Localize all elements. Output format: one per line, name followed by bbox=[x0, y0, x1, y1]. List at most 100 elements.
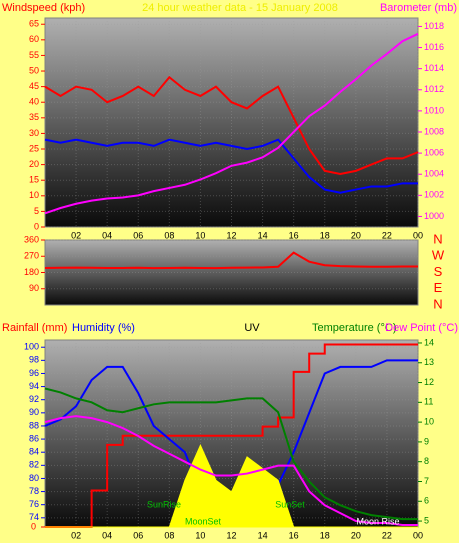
compass-label: E bbox=[434, 280, 443, 295]
x-tick-label: 20 bbox=[351, 530, 361, 540]
y-tick-label: 88 bbox=[29, 420, 39, 430]
y2-tick-label: 1014 bbox=[424, 63, 444, 73]
y2-tick-label: 11 bbox=[424, 397, 433, 407]
y-tick-label: 86 bbox=[29, 433, 39, 443]
y2-tick-label: 1010 bbox=[424, 105, 444, 115]
y-tick-label: 45 bbox=[29, 81, 39, 91]
series-line bbox=[44, 415, 418, 527]
series-line bbox=[44, 75, 419, 175]
y-tick-label: 40 bbox=[29, 97, 39, 107]
y-tick-label: 60 bbox=[29, 34, 39, 44]
y2-tick-label: 1000 bbox=[424, 211, 444, 221]
y-tick-label: 90 bbox=[29, 283, 39, 293]
x-tick-label: 22 bbox=[382, 230, 392, 240]
y2-tick-label: 1008 bbox=[424, 126, 444, 136]
y-tick-label: 35 bbox=[29, 112, 39, 122]
x-tick-label: 12 bbox=[226, 530, 236, 540]
series-line bbox=[44, 251, 418, 270]
x-tick-label: 16 bbox=[289, 530, 299, 540]
compass-label: N bbox=[433, 296, 442, 311]
y-tick-label: 0 bbox=[31, 521, 36, 531]
y-tick-label: 78 bbox=[29, 486, 39, 496]
y2-tick-label: 8 bbox=[424, 456, 429, 466]
x-tick-label: 08 bbox=[164, 530, 174, 540]
series-label: Temperature (°C) bbox=[312, 322, 396, 334]
series-line bbox=[44, 138, 418, 194]
y-tick-label: 15 bbox=[29, 175, 39, 185]
y-tick-label: 84 bbox=[29, 447, 39, 457]
x-tick-label: 04 bbox=[102, 530, 112, 540]
y2-tick-label: 1002 bbox=[424, 190, 444, 200]
y2-tick-label: 1016 bbox=[424, 42, 444, 52]
y-tick-label: 92 bbox=[29, 394, 39, 404]
x-tick-label: 00 bbox=[413, 530, 423, 540]
y-tick-label: 270 bbox=[24, 251, 39, 261]
y-tick-label: 20 bbox=[29, 159, 39, 169]
chart-title: 24 hour weather data - 15 January 2008 bbox=[142, 2, 338, 14]
y-tick-label: 98 bbox=[29, 355, 39, 365]
x-tick-label: 02 bbox=[71, 230, 81, 240]
y-tick-label: 80 bbox=[29, 473, 39, 483]
x-tick-label: 04 bbox=[102, 230, 112, 240]
y-tick-label: 90 bbox=[29, 407, 39, 417]
y2-tick-label: 1018 bbox=[424, 21, 444, 31]
x-tick-label: 06 bbox=[133, 230, 143, 240]
x-tick-label: 10 bbox=[195, 230, 205, 240]
x-tick-label: 14 bbox=[258, 230, 268, 240]
x-tick-label: 00 bbox=[413, 230, 423, 240]
y-tick-label: 76 bbox=[29, 499, 39, 509]
y-tick-label: 94 bbox=[29, 381, 39, 391]
barometer-label: Barometer (mb) bbox=[380, 2, 457, 14]
y-tick-label: 65 bbox=[29, 19, 39, 29]
y-tick-label: 10 bbox=[29, 190, 39, 200]
x-tick-label: 22 bbox=[382, 530, 392, 540]
series-line bbox=[45, 343, 418, 528]
y2-tick-label: 9 bbox=[424, 436, 429, 446]
series-label: Humidity (%) bbox=[72, 322, 135, 334]
x-tick-label: 14 bbox=[258, 530, 268, 540]
y-tick-label: 96 bbox=[29, 368, 39, 378]
y2-tick-label: 5 bbox=[424, 515, 429, 525]
y-tick-label: 100 bbox=[24, 342, 39, 352]
annotation: SunSet bbox=[275, 499, 305, 509]
y2-tick-label: 10 bbox=[424, 416, 434, 426]
x-tick-label: 20 bbox=[351, 230, 361, 240]
series-line bbox=[44, 387, 418, 521]
x-tick-label: 16 bbox=[289, 230, 299, 240]
y-tick-label: 82 bbox=[29, 460, 39, 470]
series-label: Rainfall (mm) bbox=[2, 322, 67, 334]
plot-area bbox=[44, 17, 419, 228]
y-tick-label: 55 bbox=[29, 50, 39, 60]
series-label: UV bbox=[244, 322, 260, 334]
windspeed-label: Windspeed (kph) bbox=[2, 2, 85, 14]
compass-label: S bbox=[434, 264, 443, 279]
annotation: Moon Rise bbox=[356, 516, 399, 526]
annotation: MoonSet bbox=[185, 516, 222, 526]
plot-area bbox=[44, 239, 419, 306]
x-tick-label: 10 bbox=[195, 530, 205, 540]
annotation: SunRise bbox=[147, 499, 181, 509]
y-tick-label: 0 bbox=[34, 221, 39, 231]
y-tick-label: 30 bbox=[29, 128, 39, 138]
y2-tick-label: 14 bbox=[424, 337, 434, 347]
x-tick-label: 08 bbox=[164, 230, 174, 240]
series-line bbox=[44, 32, 419, 215]
compass-label: N bbox=[433, 231, 442, 246]
y-tick-label: 5 bbox=[34, 206, 39, 216]
y2-tick-label: 12 bbox=[424, 377, 434, 387]
compass-label: W bbox=[432, 248, 445, 263]
y-tick-label: 50 bbox=[29, 65, 39, 75]
y2-tick-label: 6 bbox=[424, 496, 429, 506]
x-tick-label: 02 bbox=[71, 530, 81, 540]
y2-tick-label: 1012 bbox=[424, 84, 444, 94]
x-tick-label: 18 bbox=[320, 530, 330, 540]
y-tick-label: 25 bbox=[29, 143, 39, 153]
x-tick-label: 18 bbox=[320, 230, 330, 240]
y2-tick-label: 1004 bbox=[424, 169, 444, 179]
x-tick-label: 06 bbox=[133, 530, 143, 540]
y-tick-label: 180 bbox=[24, 267, 39, 277]
y-tick-label: 74 bbox=[29, 512, 39, 522]
y-tick-label: 360 bbox=[24, 234, 39, 244]
x-tick-label: 12 bbox=[226, 230, 236, 240]
